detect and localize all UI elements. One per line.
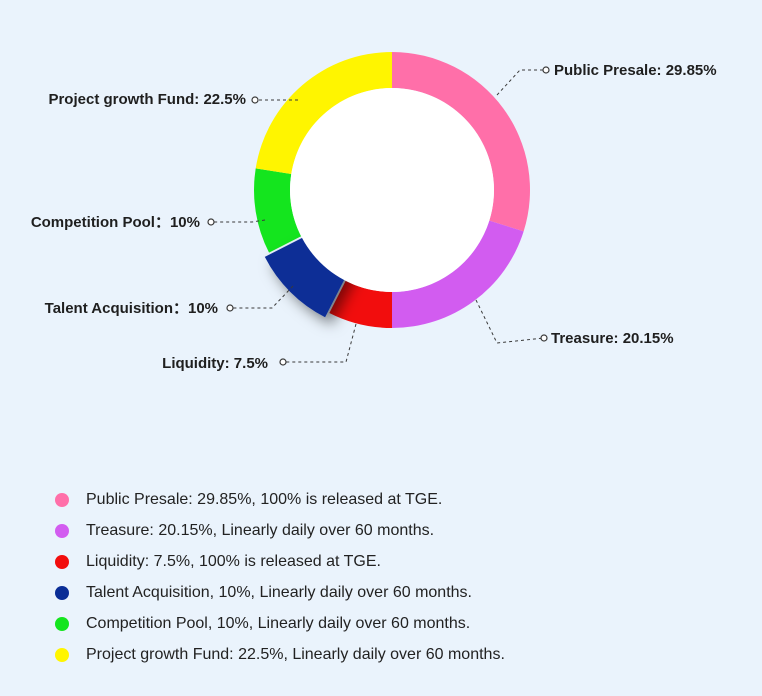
legend: Public Presale: 29.85%, 100% is released… (55, 484, 505, 670)
legend-label: Treasure: 20.15%, Linearly daily over 60… (86, 521, 435, 539)
callout-label-project-growth-fund: Project growth Fund: 22.5% (48, 91, 246, 108)
legend-item-public-presale: Public Presale: 29.85%, 100% is released… (55, 484, 505, 515)
legend-item-liquidity: Liquidity: 7.5%, 100% is released at TGE… (55, 546, 505, 577)
callout-label-public-presale: Public Presale: 29.85% (554, 62, 717, 79)
donut-chart: Public Presale: 29.85% Treasure: 20.15% Li… (31, 52, 717, 372)
leader-end-public-presale (542, 66, 550, 74)
legend-dot (55, 616, 69, 631)
legend-item-competition-pool: Competition Pool, 10%, Linearly daily ov… (55, 608, 505, 639)
leader-line-competition-pool (211, 219, 266, 223)
leader-end-treasure (540, 334, 548, 342)
slice-competition-pool (253, 168, 302, 253)
callout-label-treasure: Treasure: 20.15% (551, 330, 674, 347)
leader-end-competition-pool (207, 218, 215, 226)
legend-item-talent-acquisition: Talent Acquisition, 10%, Linearly daily … (55, 577, 505, 608)
legend-label: Public Presale: 29.85%, 100% is released… (86, 490, 443, 508)
legend-label: Liquidity: 7.5%, 100% is released at TGE… (86, 552, 381, 570)
callout-label-talent-acquisition: Talent Acquisition：10% (45, 300, 218, 317)
donut-hole (290, 88, 494, 292)
legend-dot (55, 585, 69, 600)
leader-line-public-presale (496, 69, 546, 96)
leader-end-talent-acquisition (226, 304, 234, 312)
legend-label: Project growth Fund: 22.5%, Linearly dai… (86, 645, 505, 663)
callout-label-liquidity: Liquidity: 7.5% (162, 355, 268, 372)
slice-project-growth-fund (255, 52, 392, 175)
legend-dot (55, 647, 69, 662)
legend-label: Competition Pool, 10%, Linearly daily ov… (86, 614, 471, 632)
leader-line-talent-acquisition (230, 285, 294, 309)
legend-label: Talent Acquisition, 10%, Linearly daily … (86, 583, 472, 601)
leader-line-treasure (475, 299, 545, 344)
leader-end-project-growth-fund (251, 96, 259, 104)
leader-end-liquidity (279, 358, 287, 366)
legend-dot (55, 492, 69, 507)
slice-public-presale (392, 52, 530, 232)
legend-item-project-growth-fund: Project growth Fund: 22.5%, Linearly dai… (55, 639, 505, 670)
legend-dot (55, 554, 69, 569)
callout-label-competition-pool: Competition Pool：10% (31, 214, 200, 231)
legend-dot (55, 523, 69, 538)
slice-liquidity (329, 280, 392, 328)
leader-line-liquidity (283, 323, 357, 363)
legend-item-treasure: Treasure: 20.15%, Linearly daily over 60… (55, 515, 505, 546)
slice-treasure (392, 220, 524, 328)
